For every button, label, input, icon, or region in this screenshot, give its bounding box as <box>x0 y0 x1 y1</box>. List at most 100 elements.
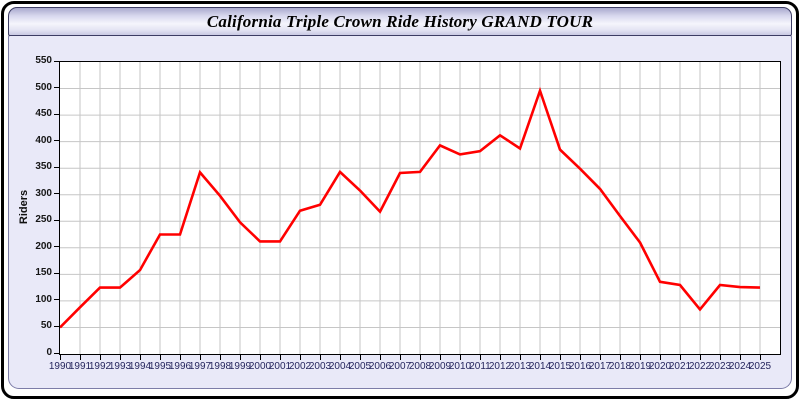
x-tick-label: 2011 <box>469 361 491 372</box>
x-tick-mark <box>320 355 321 360</box>
x-tick-label: 2000 <box>248 361 272 372</box>
x-tick-label: 2014 <box>528 361 552 372</box>
x-tick-mark <box>80 355 81 360</box>
x-tick-label: 1995 <box>148 361 172 372</box>
x-tick-mark <box>680 355 681 360</box>
x-tick-mark <box>360 355 361 360</box>
y-tick-label: 400 <box>35 134 52 146</box>
x-tick-mark <box>140 355 141 360</box>
x-tick-label: 1997 <box>188 361 212 372</box>
y-tick-label: 50 <box>40 320 52 332</box>
x-tick-label: 2013 <box>508 361 532 372</box>
x-tick-label: 2019 <box>628 361 652 372</box>
x-tick-mark <box>280 355 281 360</box>
x-tick-label: 2021 <box>668 361 692 372</box>
x-tick-label: 2016 <box>568 361 592 372</box>
x-tick-mark <box>520 355 521 360</box>
y-tick-mark <box>54 140 59 142</box>
x-tick-mark <box>400 355 401 360</box>
x-tick-mark <box>200 355 201 360</box>
y-tick-mark <box>54 87 59 89</box>
x-tick-mark <box>260 355 261 360</box>
x-tick-label: 1992 <box>88 361 112 372</box>
y-tick-label: 450 <box>35 108 52 120</box>
y-tick-label: 350 <box>35 161 52 173</box>
x-tick-mark <box>180 355 181 360</box>
x-tick-label: 2010 <box>448 361 472 372</box>
x-tick-label: 2004 <box>328 361 352 372</box>
x-tick-mark <box>480 355 481 360</box>
x-tick-mark <box>120 355 121 360</box>
x-tick-mark <box>540 355 541 360</box>
chart-panel: Riders 0 50 100 150 200 250 300 350 400 450 500 550… <box>8 35 792 389</box>
x-tick-label: 2015 <box>548 361 572 372</box>
y-tick-mark <box>54 272 59 274</box>
x-tick-mark <box>580 355 581 360</box>
y-tick-mark <box>54 352 59 354</box>
plot-area <box>59 61 781 355</box>
y-tick-mark <box>54 325 59 327</box>
line-chart <box>60 62 780 354</box>
x-tick-mark <box>440 355 441 360</box>
x-tick-label: 2012 <box>488 361 512 372</box>
x-tick-label: 2017 <box>588 361 612 372</box>
x-tick-mark <box>700 355 701 360</box>
x-tick-mark <box>560 355 561 360</box>
y-tick-mark <box>54 113 59 115</box>
x-tick-label: 2007 <box>388 361 412 372</box>
y-tick-label: 250 <box>35 214 52 226</box>
x-tick-mark <box>60 355 61 360</box>
x-tick-mark <box>620 355 621 360</box>
x-tick-label: 2001 <box>268 361 292 372</box>
y-tick-mark <box>54 246 59 248</box>
y-tick-label: 500 <box>35 81 52 93</box>
x-tick-mark <box>740 355 741 360</box>
y-tick-label: 150 <box>35 267 52 279</box>
y-tick-label: 100 <box>35 293 52 305</box>
x-tick-mark <box>340 355 341 360</box>
y-tick-mark <box>54 166 59 168</box>
x-tick-label: 2024 <box>728 361 752 372</box>
x-tick-label: 1993 <box>108 361 132 372</box>
y-tick-label: 200 <box>35 240 52 252</box>
x-tick-label: 2022 <box>688 361 712 372</box>
x-tick-label: 1991 <box>68 361 92 372</box>
x-tick-mark <box>100 355 101 360</box>
x-tick-mark <box>220 355 221 360</box>
x-tick-mark <box>380 355 381 360</box>
x-tick-mark <box>600 355 601 360</box>
y-tick-mark <box>54 193 59 195</box>
title-bar: California Triple Crown Ride History GRA… <box>8 7 792 36</box>
x-tick-label: 2006 <box>368 361 392 372</box>
x-tick-label: 2018 <box>608 361 632 372</box>
y-tick-label: 550 <box>35 55 52 66</box>
x-tick-label: 2023 <box>708 361 732 372</box>
page-title: California Triple Crown Ride History GRA… <box>206 12 594 31</box>
y-tick-mark <box>54 299 59 301</box>
x-tick-mark <box>420 355 421 360</box>
x-tick-mark <box>460 355 461 360</box>
x-tick-label: 2002 <box>288 361 312 372</box>
y-tick-mark <box>54 60 59 62</box>
x-tick-label: 1999 <box>228 361 252 372</box>
x-tick-label: 1994 <box>128 361 152 372</box>
x-tick-mark <box>660 355 661 360</box>
x-tick-mark <box>240 355 241 360</box>
x-tick-label: 2009 <box>428 361 452 372</box>
x-tick-mark <box>300 355 301 360</box>
x-tick-label: 1990 <box>48 361 72 372</box>
x-tick-mark <box>760 355 761 360</box>
x-tick-mark <box>720 355 721 360</box>
x-tick-label: 2020 <box>648 361 672 372</box>
x-tick-label: 2025 <box>748 361 772 372</box>
x-tick-mark <box>160 355 161 360</box>
x-tick-label: 1996 <box>168 361 192 372</box>
x-tick-label: 1998 <box>208 361 232 372</box>
x-tick-label: 2008 <box>408 361 432 372</box>
y-tick-label: 300 <box>35 187 52 199</box>
x-tick-label: 2003 <box>308 361 332 372</box>
x-tick-label: 2005 <box>348 361 372 372</box>
y-tick-label: 0 <box>46 347 52 358</box>
x-tick-mark <box>640 355 641 360</box>
